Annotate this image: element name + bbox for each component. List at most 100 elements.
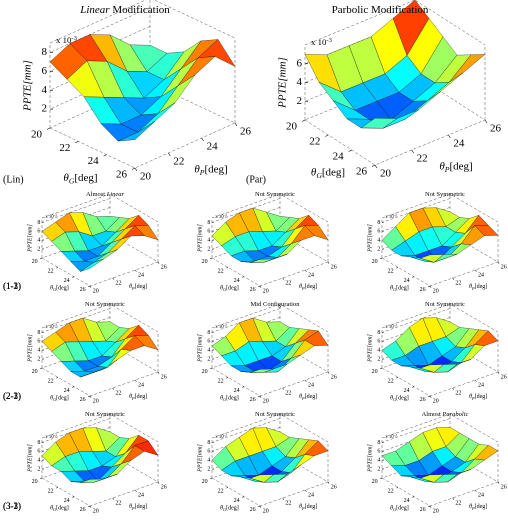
y-axis-label-unit: [deg] xyxy=(135,284,148,290)
y-tick-label: 26 xyxy=(501,264,507,270)
y-tick-label: 24 xyxy=(138,272,144,278)
x-tick-label: 24 xyxy=(234,278,240,284)
x-axis-label: θG[deg] xyxy=(390,396,409,402)
x-tick xyxy=(40,367,43,370)
x-tick-label: 20 xyxy=(372,369,378,375)
x-tick xyxy=(210,477,213,480)
y-axis-label: θP[deg] xyxy=(469,504,487,510)
z-tick-label: 6 xyxy=(42,65,48,77)
x-tick-label: 22 xyxy=(218,489,224,495)
panel-title-part: Modification xyxy=(110,4,171,16)
x-axis-label: θG[deg] xyxy=(50,506,69,512)
x-axis-label-symbol: θ xyxy=(220,396,223,402)
y-tick-label: 22 xyxy=(115,500,121,506)
y-tick-label: 20 xyxy=(93,398,99,404)
x-axis-label: θG[deg] xyxy=(390,506,409,512)
x-axis-label-sub: G xyxy=(69,176,75,185)
z-scale: x 10-3 xyxy=(385,323,397,330)
x-tick-label: 20 xyxy=(202,259,208,265)
y-axis-label-unit: [deg] xyxy=(305,504,318,510)
z-scale-base: x 10 xyxy=(215,215,224,220)
z-axis-label: PPTE[mm] xyxy=(197,444,203,473)
x-axis-label-unit: [deg] xyxy=(226,506,239,512)
x-axis-label-unit: [deg] xyxy=(396,286,409,292)
x-tick-label: 22 xyxy=(48,379,54,385)
y-tick-label: 22 xyxy=(285,390,291,396)
x-tick xyxy=(258,505,261,508)
panel-label: (2-1) xyxy=(3,391,21,401)
y-tick-label: 20 xyxy=(263,398,269,404)
y-axis-label-unit: [deg] xyxy=(475,284,488,290)
x-tick xyxy=(242,276,245,278)
x-tick-label: 24 xyxy=(88,155,100,167)
x-tick-label: 22 xyxy=(388,489,394,495)
z-axis-label: PPTE[mm] xyxy=(367,444,373,473)
z-grid-line xyxy=(49,7,151,53)
x-tick xyxy=(226,267,229,269)
y-tick xyxy=(475,269,477,272)
z-scale-exp: -3 xyxy=(224,323,227,327)
x-tick-label: 24 xyxy=(64,498,70,504)
panel-title-part: Linear xyxy=(79,4,110,16)
y-tick-label: 22 xyxy=(115,390,121,396)
z-scale: x 10-3 xyxy=(45,213,57,220)
panel-title: Parbolic Modification xyxy=(332,4,429,16)
z-tick-label: 4 xyxy=(207,458,210,464)
y-tick xyxy=(112,497,115,500)
x-tick xyxy=(258,285,261,288)
panel-label: (1-2) xyxy=(3,281,21,291)
x-axis-label: θG[deg] xyxy=(220,286,239,292)
z-tick-label: 4 xyxy=(37,348,40,354)
y-axis-label-symbol: θ xyxy=(299,284,302,290)
x-tick-label: 24 xyxy=(404,498,410,504)
box-top xyxy=(49,0,236,44)
x-axis-label-unit: [deg] xyxy=(396,396,409,402)
x-tick xyxy=(72,386,75,388)
x-tick-label: 26 xyxy=(116,169,128,181)
z-scale-exp: -3 xyxy=(394,433,397,437)
y-axis-label-unit: [deg] xyxy=(305,284,318,290)
y-tick-label: 22 xyxy=(455,390,461,396)
z-axis-label: PPTE[mm] xyxy=(22,60,34,112)
y-tick-label: 20 xyxy=(93,288,99,294)
y-tick xyxy=(452,497,455,500)
x-tick xyxy=(396,267,399,269)
y-tick xyxy=(327,261,330,264)
y-tick-label: 26 xyxy=(501,484,507,490)
x-axis-label-symbol: θ xyxy=(390,506,393,512)
y-tick-label: 20 xyxy=(433,288,439,294)
z-scale-base: x 10 xyxy=(385,215,394,220)
z-scale-exp: -3 xyxy=(54,323,57,327)
panel-title: Not Symmetric xyxy=(255,191,295,198)
panel-title: Not Symmetric xyxy=(85,301,125,308)
z-tick-label: 2 xyxy=(42,103,48,115)
z-tick-label: 8 xyxy=(37,220,40,226)
y-axis-label: θP[deg] xyxy=(129,284,147,290)
y-tick-label: 24 xyxy=(138,382,144,388)
y-tick xyxy=(89,395,92,398)
y-axis-label-sub: P xyxy=(471,506,475,511)
z-tick-label: 6 xyxy=(207,449,210,455)
y-axis-label-sub: P xyxy=(199,168,205,177)
z-scale-base: x 10 xyxy=(385,325,394,330)
surface-patch xyxy=(80,368,104,378)
y-tick xyxy=(497,261,500,264)
y-tick-label: 20 xyxy=(263,508,269,514)
panel-title: Not Symmetric xyxy=(255,411,295,418)
y-tick-label: 22 xyxy=(417,153,428,165)
y-axis-label-unit: [deg] xyxy=(135,504,148,510)
x-tick-label: 22 xyxy=(309,136,320,148)
x-tick-label: 20 xyxy=(32,479,38,485)
z-grid-line xyxy=(41,198,111,223)
y-tick xyxy=(497,371,500,374)
x-tick-label: 24 xyxy=(333,151,345,163)
z-tick-label: 6 xyxy=(37,339,40,345)
y-tick-label: 22 xyxy=(455,280,461,286)
x-tick-label: 26 xyxy=(356,166,368,178)
y-tick xyxy=(327,481,330,484)
panel-title: Almost Linear xyxy=(86,191,125,198)
x-tick-label: 22 xyxy=(59,142,70,154)
x-tick xyxy=(56,487,59,489)
